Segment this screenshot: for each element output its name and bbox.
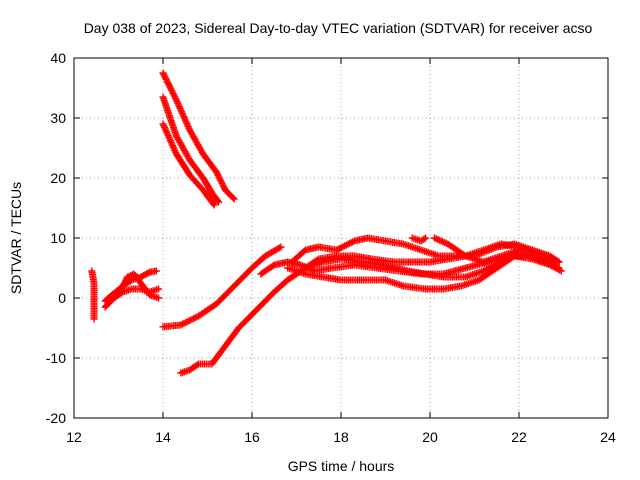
y-tick-label: -20 xyxy=(46,410,66,426)
plus-marker-track xyxy=(159,243,285,331)
y-tick-label: 0 xyxy=(58,290,66,306)
y-tick-label: 40 xyxy=(50,50,66,66)
plus-marker-track xyxy=(159,120,218,209)
x-tick-label: 20 xyxy=(422,429,438,445)
data-points xyxy=(88,69,565,377)
series-track-a xyxy=(88,267,98,323)
axis-ticks: 12 14 16 18 20 22 24 -20 -10 0 10 20 30 40 xyxy=(46,50,616,445)
y-tick-label: -10 xyxy=(46,350,66,366)
series-track-f xyxy=(159,93,223,206)
chart-title: Day 038 of 2023, Sidereal Day-to-day VTE… xyxy=(84,20,593,36)
x-tick-label: 18 xyxy=(333,429,349,445)
series-track-h xyxy=(159,243,285,331)
series-track-n xyxy=(408,234,430,245)
plus-marker-track xyxy=(159,69,238,203)
x-axis-label: GPS time / hours xyxy=(288,458,395,474)
series-track-g xyxy=(159,120,218,209)
y-tick-label: 20 xyxy=(50,170,66,186)
y-tick-label: 10 xyxy=(50,230,66,246)
y-tick-label: 30 xyxy=(50,110,66,126)
x-tick-label: 16 xyxy=(244,429,260,445)
plus-marker-track xyxy=(159,93,223,206)
series-track-e xyxy=(159,69,238,203)
plus-marker-track xyxy=(408,234,430,245)
x-tick-label: 22 xyxy=(511,429,527,445)
plus-marker-track xyxy=(430,234,541,266)
x-tick-label: 12 xyxy=(66,429,82,445)
y-axis-label: SDTVAR / TECUs xyxy=(8,182,24,294)
plus-marker-track xyxy=(88,267,98,323)
x-tick-label: 24 xyxy=(600,429,616,445)
plus-marker-track xyxy=(106,270,163,302)
series-track-d xyxy=(106,270,163,302)
x-tick-label: 14 xyxy=(155,429,171,445)
series-track-o xyxy=(430,234,541,266)
grid-lines xyxy=(74,58,608,418)
